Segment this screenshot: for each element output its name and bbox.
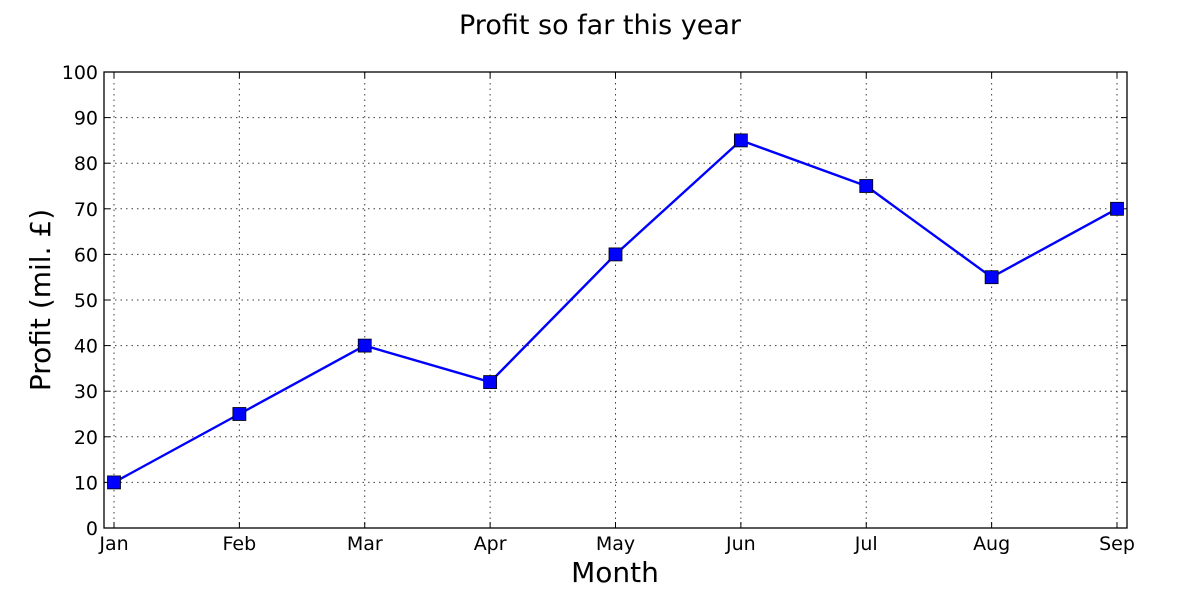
y-tick-label: 40 xyxy=(74,336,98,358)
y-axis: 0 10 20 30 40 50 60 70 80 90 100 xyxy=(62,62,1127,540)
x-tick-label: Jun xyxy=(725,533,756,555)
x-tick-label: May xyxy=(596,533,635,555)
x-axis-label: Month xyxy=(571,556,659,589)
y-tick-label: 0 xyxy=(86,518,98,540)
y-tick-label: 80 xyxy=(74,153,98,175)
x-tick-label: Sep xyxy=(1099,533,1135,555)
data-point-feb xyxy=(232,407,247,421)
data-point-jul xyxy=(859,179,874,193)
data-point-may xyxy=(608,247,623,262)
x-axis: Jan Feb Mar Apr May Jun Jul Aug Sep xyxy=(98,72,1135,555)
x-tick-label: Jul xyxy=(854,533,878,555)
data-point-mar xyxy=(357,338,372,353)
y-tick-label: 70 xyxy=(74,199,98,221)
y-tick-label: 10 xyxy=(74,472,98,494)
x-tick-label: Jan xyxy=(98,533,128,555)
y-tick-label: 60 xyxy=(74,244,98,266)
grid xyxy=(104,72,1127,528)
data-point-jan xyxy=(107,475,121,490)
x-tick-label: Mar xyxy=(347,533,383,555)
data-point-jun xyxy=(733,133,748,148)
x-tick-label: Feb xyxy=(223,533,257,555)
y-tick-label: 50 xyxy=(74,290,98,312)
series-group xyxy=(107,133,1124,490)
y-tick-label: 30 xyxy=(74,381,98,403)
y-tick-label: 20 xyxy=(74,427,98,449)
data-point-apr xyxy=(483,375,498,389)
data-point-aug xyxy=(984,270,999,285)
series-line xyxy=(113,139,1118,484)
data-point-sep xyxy=(1110,201,1124,216)
y-axis-label: Profit (mil. £) xyxy=(24,209,57,391)
x-tick-label: Apr xyxy=(474,533,507,555)
y-tick-label: 90 xyxy=(74,108,98,130)
chart-title: Profit so far this year xyxy=(459,10,742,41)
y-tick-label: 100 xyxy=(62,62,98,84)
x-tick-label: Aug xyxy=(973,533,1010,555)
